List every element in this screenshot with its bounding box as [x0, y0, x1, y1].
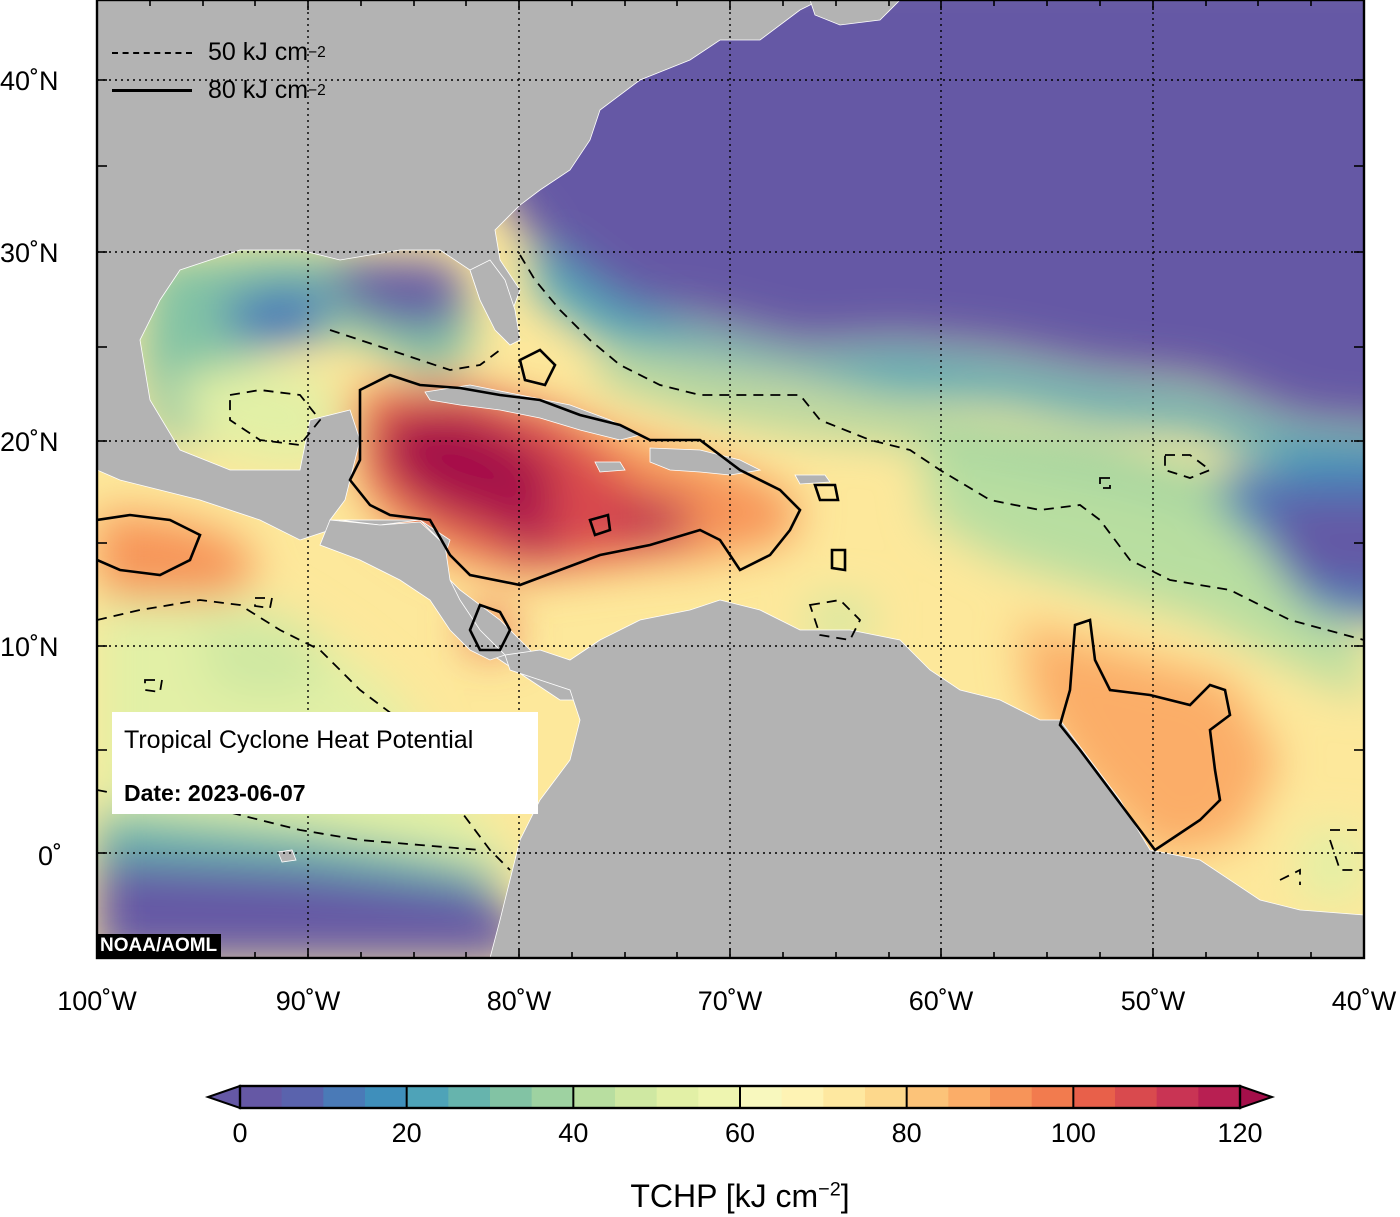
lon-label-60w: 60˚W: [908, 986, 974, 1016]
colorbar: [204, 1084, 1276, 1110]
colorbar-swatch: [823, 1086, 866, 1108]
title-box: Tropical Cyclone Heat Potential Date: 20…: [112, 712, 538, 814]
colorbar-swatch: [656, 1086, 699, 1108]
frame-ticks: [96, 0, 1365, 958]
lon-label-50w: 50˚W: [1120, 986, 1186, 1016]
map-title: Tropical Cyclone Heat Potential: [124, 726, 474, 754]
lon-label-100w: 100˚W: [57, 986, 137, 1016]
colorbar-swatch: [531, 1086, 574, 1108]
colorbar-swatch: [573, 1086, 616, 1108]
colorbar-tick-label: 120: [1217, 1118, 1263, 1148]
colorbar-swatch: [740, 1086, 783, 1108]
colorbar-title-close: ]: [840, 1178, 850, 1214]
colorbar-swatch: [1031, 1086, 1074, 1108]
lat-label-40n: 40˚N: [0, 66, 59, 96]
colorbar-swatch: [990, 1086, 1033, 1108]
colorbar-swatch: [240, 1086, 283, 1108]
lon-label-80w: 80˚W: [486, 986, 552, 1016]
legend-exp-50: −2: [308, 43, 326, 61]
dashed-line-swatch: [112, 51, 192, 54]
lon-label-90w: 90˚W: [275, 986, 341, 1016]
land-masses: [97, 0, 1364, 958]
colorbar-over-arrow: [1239, 1084, 1276, 1110]
colorbar-swatch: [1156, 1086, 1199, 1108]
colorbar-tick-label: 0: [232, 1118, 248, 1148]
colorbar-swatch: [1073, 1086, 1116, 1108]
contours-80: [97, 348, 1232, 852]
legend-label-50: 50 kJ cm: [208, 38, 309, 66]
lat-label-20n: 20˚N: [0, 427, 59, 457]
colorbar-swatch: [365, 1086, 408, 1108]
attribution-label: NOAA/AOML: [97, 934, 222, 958]
colorbar-swatch: [281, 1086, 324, 1108]
legend-item-50: 50 kJ cm −2: [112, 38, 326, 67]
lat-label-0: 0˚: [38, 841, 63, 871]
legend-item-80: 80 kJ cm −2: [112, 76, 326, 105]
colorbar-title-text: TCHP [kJ cm: [630, 1178, 819, 1214]
colorbar-swatch: [1115, 1086, 1158, 1108]
colorbar-tick-label: 20: [391, 1118, 422, 1148]
colorbar-swatch: [698, 1086, 741, 1108]
colorbar-swatch: [906, 1086, 949, 1108]
legend-exp-80: −2: [308, 81, 326, 99]
map-date: Date: 2023-06-07: [124, 780, 306, 806]
colorbar-swatch: [1198, 1086, 1241, 1108]
colorbar-swatch: [865, 1086, 908, 1108]
colorbar-tick-label: 40: [558, 1118, 589, 1148]
colorbar-swatch: [448, 1086, 491, 1108]
lon-label-40w: 40˚W: [1331, 986, 1397, 1016]
lat-label-10n: 10˚N: [0, 632, 59, 662]
lon-label-70w: 70˚W: [697, 986, 763, 1016]
lat-label-30n: 30˚N: [0, 238, 59, 268]
colorbar-swatch: [781, 1086, 824, 1108]
legend-label-80: 80 kJ cm: [208, 76, 309, 104]
colorbar-title-exp: −2: [818, 1178, 841, 1201]
colorbar-swatch: [615, 1086, 658, 1108]
colorbar-swatch: [490, 1086, 533, 1108]
solid-line-swatch: [112, 89, 192, 92]
colorbar-swatch: [323, 1086, 366, 1108]
map-frame: [97, 0, 1364, 958]
colorbar-tick-label: 60: [724, 1118, 756, 1148]
colorbar-under-arrow: [204, 1084, 241, 1110]
colorbar-swatch: [948, 1086, 991, 1108]
colorbar-tick-label: 100: [1050, 1118, 1096, 1148]
colorbar-title: TCHP [kJ cm−2]: [630, 1178, 849, 1215]
colorbar-swatch: [406, 1086, 449, 1108]
colorbar-tick-label: 80: [891, 1118, 922, 1148]
